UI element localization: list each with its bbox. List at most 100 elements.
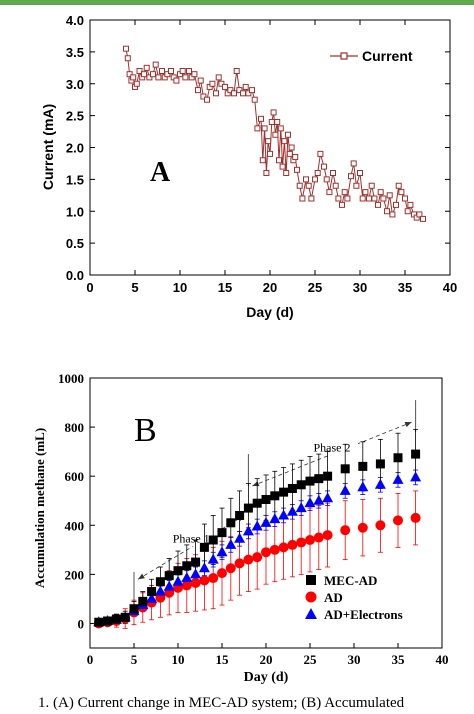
- data-point-ad-electrons: [295, 502, 307, 513]
- x-axis-title-b: Day (d): [244, 670, 289, 685]
- arrow-head: [404, 422, 412, 428]
- data-point-current: [281, 138, 288, 145]
- caption-text: 1. (A) Current change in MEC-AD system; …: [38, 695, 405, 711]
- data-point-mec-ad: [279, 487, 289, 497]
- legend-swatch: [305, 591, 317, 603]
- y-tick-label-a: 3.5: [66, 45, 84, 60]
- data-point-current: [251, 96, 258, 103]
- data-point-current: [272, 131, 279, 138]
- data-point-ad: [190, 577, 201, 588]
- data-point-current: [222, 83, 228, 90]
- data-point-ad-electrons: [251, 520, 263, 531]
- panel-label-b: B: [134, 412, 157, 449]
- data-point-current: [299, 195, 306, 202]
- data-point-ad-electrons: [278, 509, 290, 520]
- data-point-mec-ad: [296, 480, 306, 490]
- data-point-current: [263, 170, 270, 176]
- data-point-current: [227, 87, 234, 94]
- data-point-mec-ad: [103, 616, 113, 626]
- data-point-current: [168, 68, 174, 74]
- x-tick-label-a: 35: [398, 280, 412, 295]
- data-point-current: [159, 68, 165, 74]
- data-point-ad-electrons: [269, 513, 281, 524]
- y-tick-label-a: 0.5: [66, 236, 84, 251]
- data-point-current: [375, 201, 381, 208]
- data-point-mec-ad: [305, 476, 315, 486]
- data-point-current: [136, 68, 143, 74]
- data-point-current: [182, 74, 189, 81]
- data-point-mec-ad: [235, 510, 245, 520]
- y-tick-label-b: 400: [65, 518, 85, 533]
- data-point-current: [218, 80, 225, 87]
- data-point-mec-ad: [375, 459, 385, 469]
- data-point-current: [195, 87, 201, 94]
- data-point-ad-electrons: [339, 484, 351, 495]
- data-point-mec-ad: [252, 498, 262, 508]
- x-tick-label-b: 5: [131, 652, 138, 667]
- data-point-mec-ad: [129, 604, 139, 614]
- data-point-current: [350, 160, 357, 167]
- data-point-ad: [393, 515, 403, 526]
- data-point-current: [270, 109, 277, 116]
- data-point-current: [407, 201, 414, 208]
- data-point-ad: [217, 568, 227, 579]
- data-point-current: [276, 157, 282, 164]
- data-point-current: [312, 176, 318, 183]
- data-point-mec-ad: [147, 587, 157, 597]
- data-point-current: [259, 157, 266, 164]
- data-point-current: [186, 68, 192, 74]
- x-tick-label-a: 15: [218, 280, 232, 295]
- data-point-current: [321, 163, 327, 170]
- data-point-current: [141, 71, 147, 78]
- x-tick-label-b: 0: [87, 652, 94, 667]
- data-point-current: [283, 170, 290, 176]
- data-point-mec-ad: [182, 561, 192, 571]
- y-tick-label-a: 0.0: [66, 268, 84, 283]
- data-point-current: [245, 90, 252, 97]
- data-point-ad-electrons: [225, 538, 237, 549]
- x-tick-label-b: 15: [216, 652, 230, 667]
- data-point-current: [249, 87, 255, 94]
- legend-a-label: Current: [362, 48, 413, 64]
- data-point-current: [404, 208, 411, 215]
- data-point-current: [143, 64, 150, 71]
- data-point-current: [254, 125, 261, 132]
- x-tick-label-a: 30: [353, 280, 367, 295]
- data-point-current: [332, 182, 339, 189]
- data-point-ad-electrons: [286, 505, 298, 516]
- data-point-ad: [208, 573, 219, 584]
- arrow-head: [252, 481, 260, 487]
- data-point-current: [393, 201, 399, 208]
- data-point-ad-electrons: [216, 546, 228, 557]
- data-point-ad: [340, 525, 351, 536]
- data-point-ad: [243, 554, 254, 565]
- data-point-ad: [199, 575, 210, 586]
- data-point-ad-electrons: [304, 497, 316, 508]
- data-point-current: [231, 90, 237, 97]
- x-tick-label-a: 20: [263, 280, 277, 295]
- data-point-ad-electrons: [242, 525, 254, 536]
- y-tick-label-b: 800: [65, 420, 85, 435]
- data-point-mec-ad: [243, 503, 253, 513]
- data-point-current: [368, 182, 375, 189]
- data-point-mec-ad: [111, 614, 121, 624]
- data-point-mec-ad: [138, 596, 148, 606]
- x-tick-label-a: 25: [308, 280, 322, 295]
- data-point-current: [326, 189, 333, 196]
- data-point-current: [146, 74, 153, 81]
- data-point-ad-electrons: [207, 553, 219, 564]
- y-tick-label-b: 200: [65, 567, 85, 582]
- data-point-ad-electrons: [313, 494, 325, 505]
- data-point-ad-electrons: [190, 568, 202, 579]
- data-point-current: [296, 182, 303, 189]
- data-point-ad-electrons: [322, 492, 334, 503]
- data-point-mec-ad: [191, 557, 201, 567]
- data-point-ad: [278, 542, 289, 553]
- data-point-current: [123, 45, 129, 52]
- data-point-ad-electrons: [392, 473, 404, 484]
- data-point-ad: [269, 544, 280, 555]
- data-point-ad-electrons: [374, 478, 386, 489]
- legend-label: AD: [324, 590, 343, 605]
- data-point-current: [173, 77, 180, 84]
- data-point-mec-ad: [270, 491, 280, 501]
